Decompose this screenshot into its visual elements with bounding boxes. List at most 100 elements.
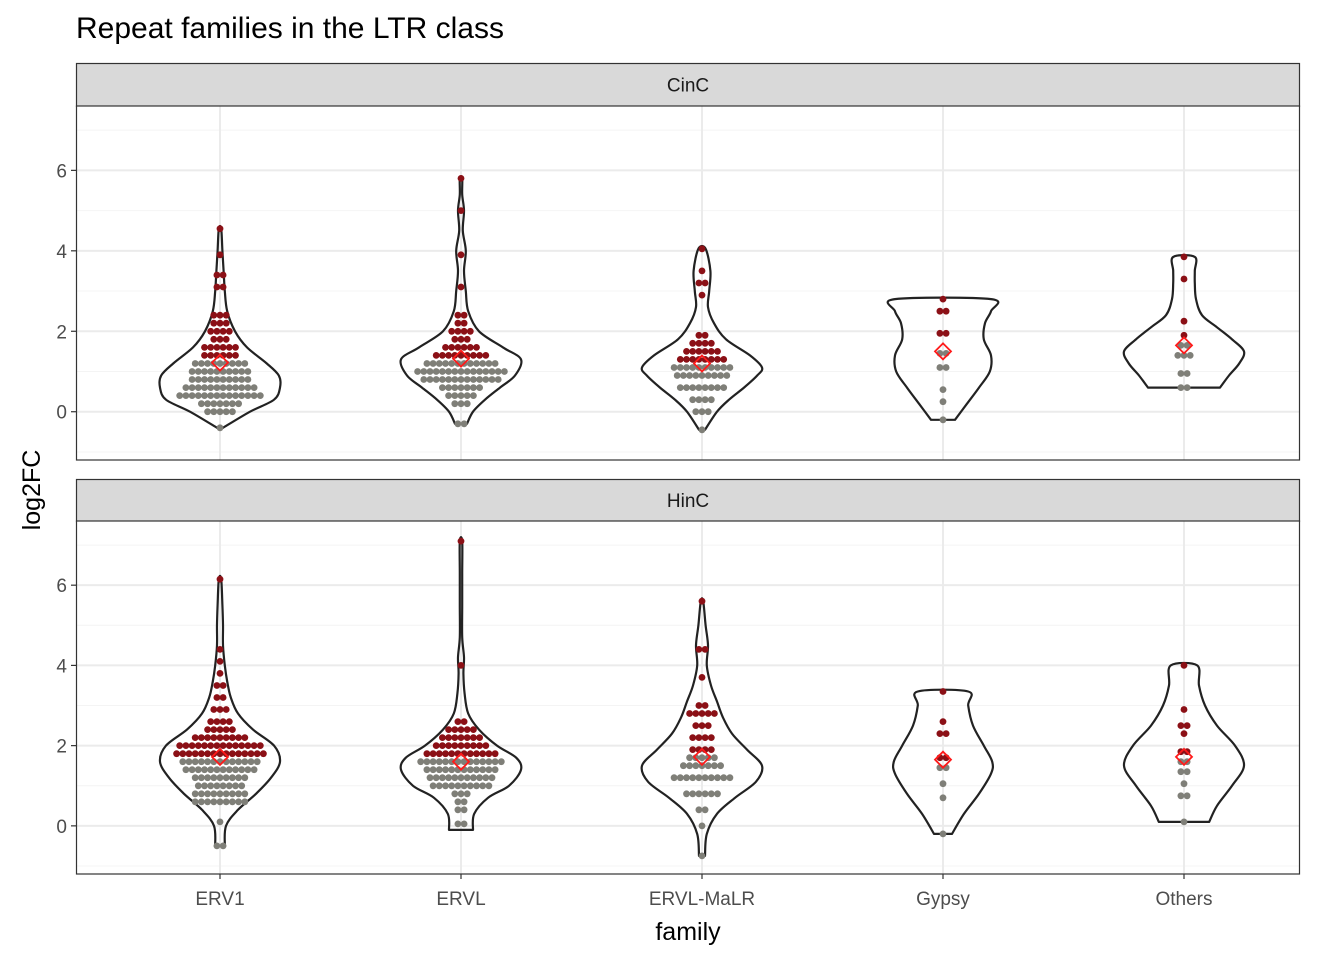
data-point [435, 766, 443, 774]
data-point [454, 798, 462, 806]
data-point [454, 420, 462, 428]
data-point [689, 339, 697, 347]
x-axis: ERV1 ERVL ERVL-MaLR Gypsy Others [195, 874, 1213, 910]
data-point [188, 742, 196, 749]
data-point [698, 267, 706, 275]
data-point [256, 392, 264, 399]
y-tick-label: 6 [56, 161, 67, 182]
data-point [204, 774, 212, 782]
data-point [470, 352, 477, 359]
data-point [1180, 352, 1188, 359]
y-tick-label: 2 [56, 322, 67, 343]
data-point [235, 774, 243, 782]
violin-group-gypsy [891, 688, 995, 838]
data-point [191, 750, 199, 758]
panel-border [75, 105, 1301, 461]
data-point [457, 400, 465, 408]
data-point [1174, 352, 1182, 359]
data-point [491, 360, 499, 367]
data-point [179, 758, 187, 766]
data-point [191, 790, 199, 798]
data-point [235, 360, 243, 367]
mean-marker [451, 752, 471, 771]
data-point [460, 782, 468, 790]
data-point [222, 706, 230, 713]
data-point [463, 335, 471, 343]
data-point [185, 758, 193, 766]
data-point [445, 352, 452, 359]
data-point [689, 746, 697, 753]
data-point [204, 758, 212, 766]
data-point [238, 368, 246, 375]
data-point [463, 368, 471, 375]
data-point [1180, 331, 1188, 339]
data-point [207, 766, 215, 774]
data-point [451, 734, 459, 741]
data-point [482, 368, 490, 375]
data-point [448, 344, 456, 351]
data-point [432, 368, 440, 375]
data-point [714, 790, 721, 798]
data-point [198, 774, 205, 782]
data-point [229, 798, 236, 806]
data-point [711, 754, 718, 762]
data-point [216, 311, 224, 319]
data-point [466, 360, 474, 367]
data-point [714, 356, 721, 363]
data-point [247, 750, 255, 758]
data-point [225, 376, 233, 383]
data-point [213, 283, 221, 291]
data-point [232, 384, 239, 391]
data-point [198, 360, 205, 367]
data-point [470, 774, 477, 782]
data-point [698, 426, 706, 434]
data-point [707, 790, 715, 798]
data-point [201, 368, 208, 375]
data-point [676, 774, 684, 782]
data-point [457, 207, 465, 215]
data-point [457, 175, 465, 182]
data-point [482, 352, 490, 359]
data-point [216, 706, 224, 713]
data-point [213, 344, 221, 351]
data-point [426, 368, 434, 375]
data-point [232, 742, 239, 749]
data-point [698, 245, 706, 253]
data-point [219, 271, 227, 279]
data-point [232, 766, 239, 774]
data-point [683, 348, 690, 355]
x-tick-label: Gypsy [916, 889, 970, 910]
data-point [191, 774, 199, 782]
data-point [442, 344, 449, 351]
data-point [698, 408, 706, 416]
data-point [439, 742, 446, 749]
data-point [191, 798, 199, 806]
data-point [463, 352, 471, 359]
mean-marker [692, 354, 712, 373]
violin-group-ervl-malr [640, 597, 764, 860]
data-point [423, 758, 431, 766]
data-point [494, 376, 502, 383]
data-point [939, 718, 947, 725]
data-point [689, 774, 697, 782]
data-point [188, 384, 196, 391]
data-point [485, 750, 493, 758]
data-point [482, 742, 490, 749]
data-point [942, 329, 950, 337]
data-point [442, 782, 449, 790]
data-point [232, 368, 239, 375]
data-point [213, 842, 221, 850]
data-point [225, 718, 233, 725]
data-point [432, 352, 440, 359]
data-point [698, 674, 706, 681]
data-point [210, 750, 218, 758]
data-point [479, 766, 487, 774]
data-point [420, 376, 428, 383]
data-point [238, 376, 246, 383]
data-point [707, 746, 715, 753]
facet-strip [75, 62, 1301, 108]
data-point [711, 710, 718, 717]
data-point [241, 758, 249, 766]
data-point [454, 319, 462, 327]
data-point [247, 758, 255, 766]
